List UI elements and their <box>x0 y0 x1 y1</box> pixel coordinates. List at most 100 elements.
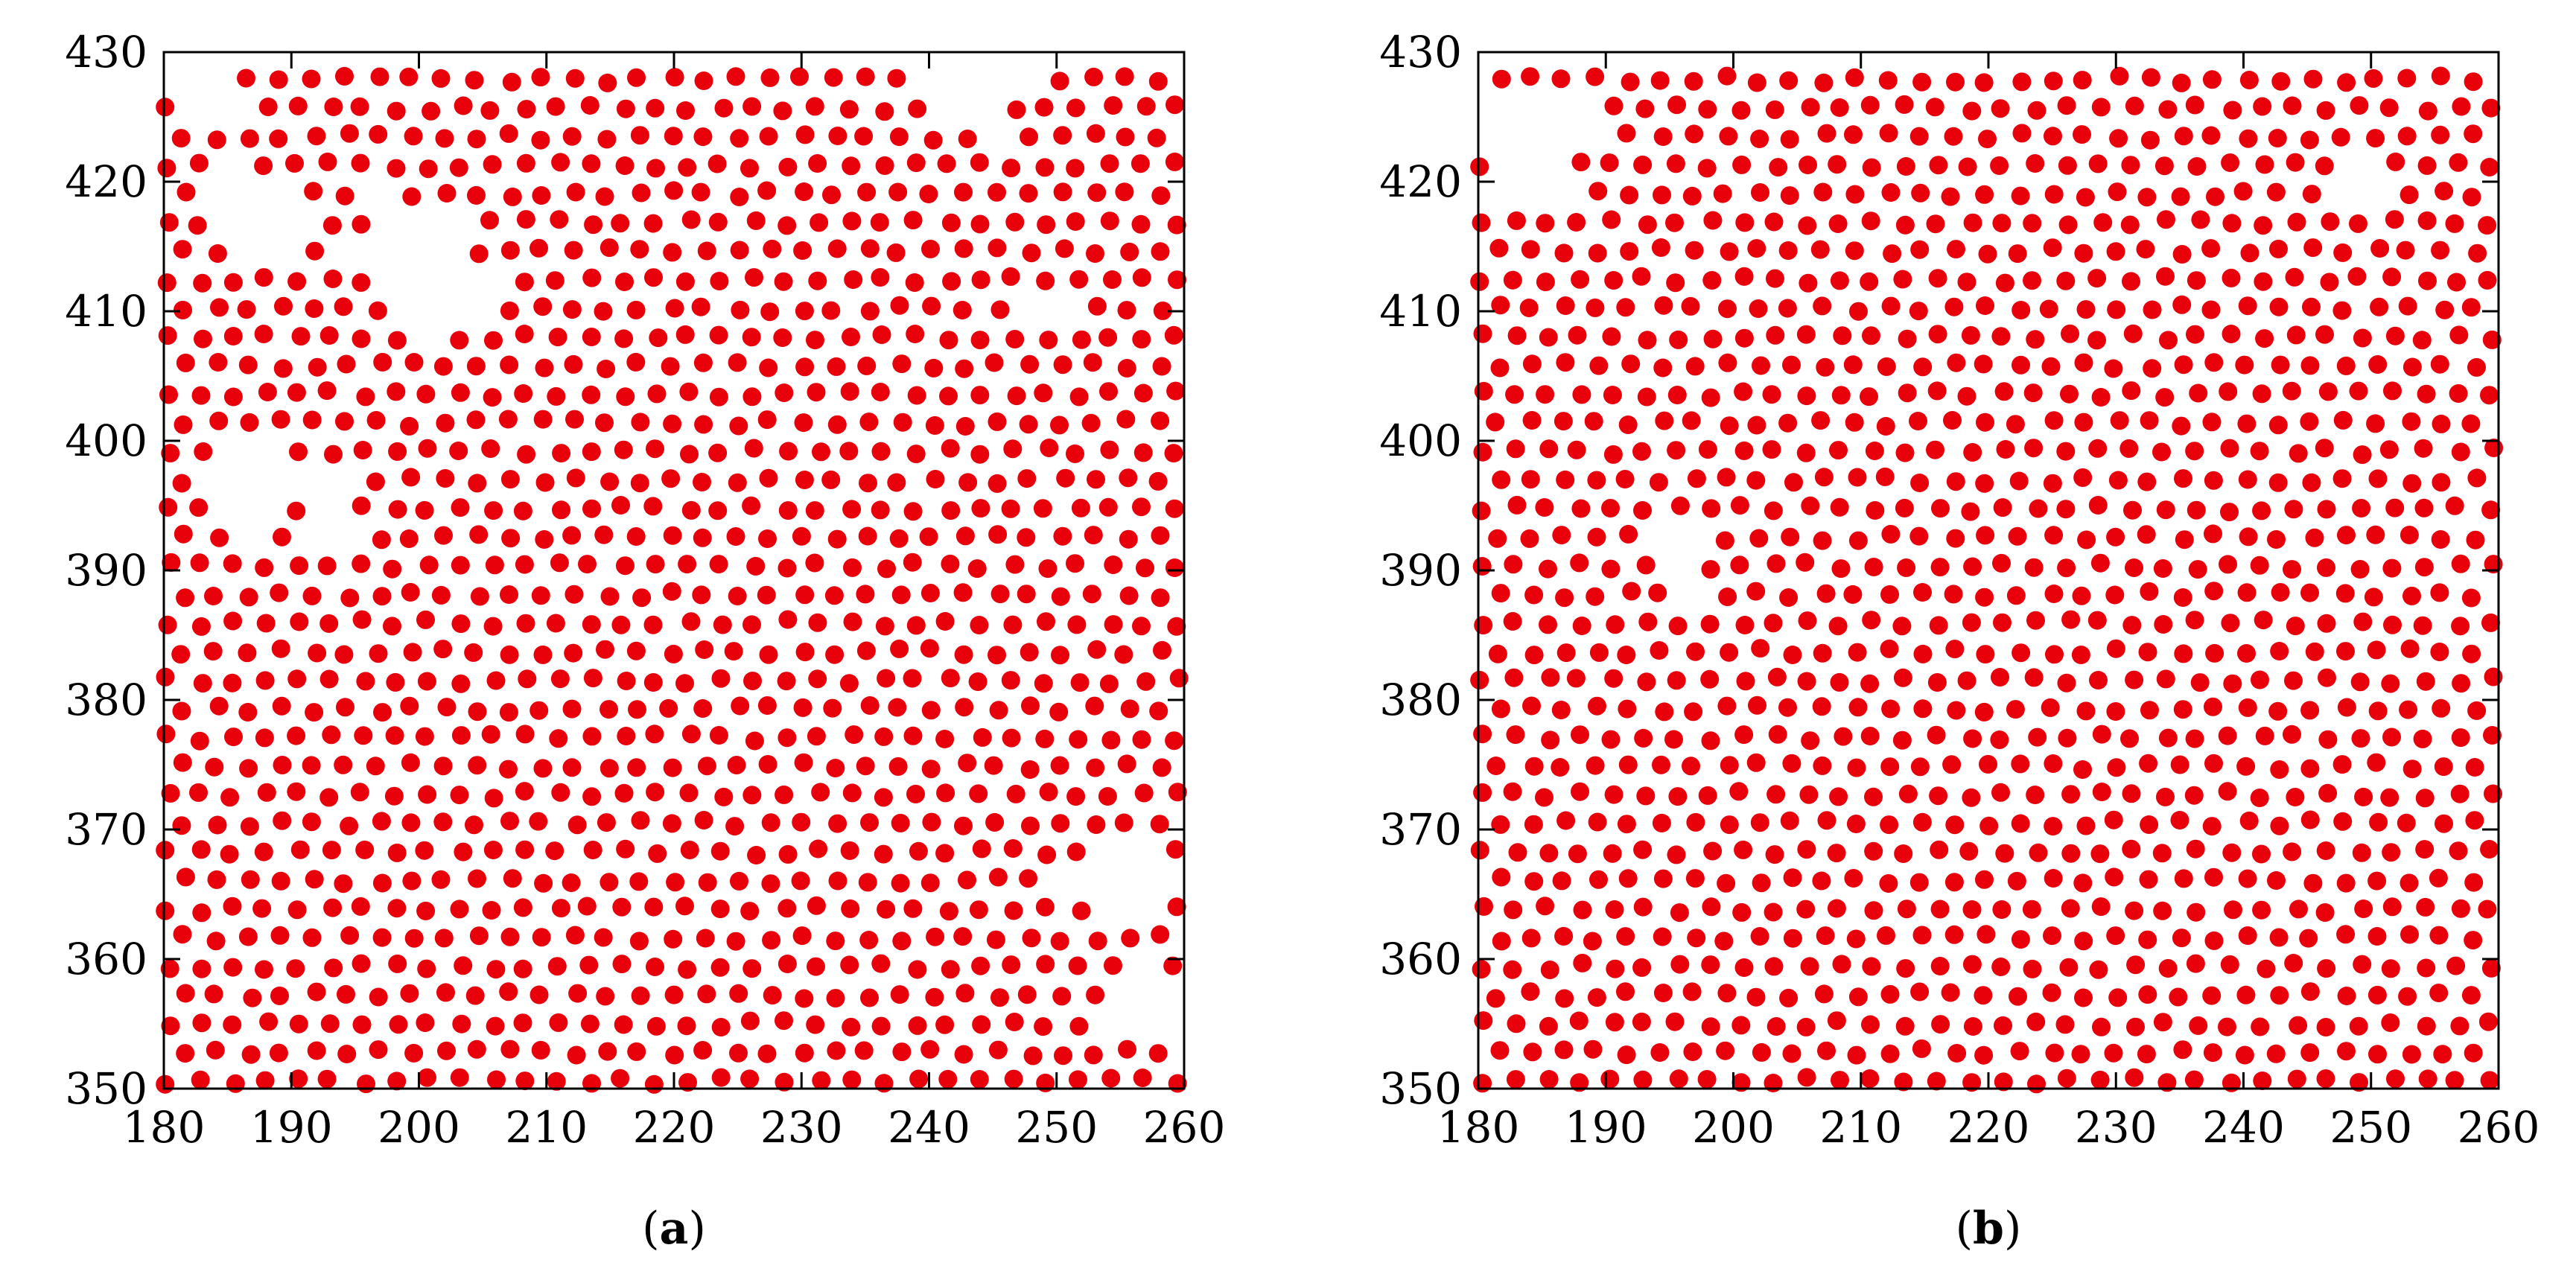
data-point <box>2008 244 2027 264</box>
data-point <box>773 101 792 121</box>
data-point <box>617 672 636 690</box>
data-point <box>709 325 728 345</box>
data-point <box>1019 415 1038 434</box>
data-point <box>2337 1042 2356 1061</box>
data-point <box>2299 929 2318 948</box>
data-point <box>2451 617 2470 636</box>
data-point <box>269 129 288 148</box>
data-point <box>1720 756 1739 775</box>
data-point <box>824 586 844 605</box>
data-point <box>1165 840 1185 859</box>
data-point <box>1165 731 1184 751</box>
data-point <box>2125 1068 2144 1087</box>
data-point <box>2125 670 2144 690</box>
data-point <box>240 817 259 836</box>
data-point <box>1833 326 1852 345</box>
data-point <box>740 159 759 178</box>
data-point <box>1470 157 1489 176</box>
data-point <box>223 1015 242 1034</box>
data-point <box>921 701 941 720</box>
data-point <box>2237 583 2257 602</box>
data-point <box>710 272 729 290</box>
data-point <box>1909 127 1929 146</box>
data-point <box>582 328 601 346</box>
data-point <box>2092 725 2111 744</box>
data-point <box>972 1015 991 1034</box>
data-point <box>2286 153 2305 172</box>
data-point <box>1066 444 1084 463</box>
data-point <box>1570 553 1589 573</box>
data-point <box>373 352 392 372</box>
data-point <box>759 468 778 488</box>
data-point <box>1847 1045 1866 1065</box>
data-point <box>551 783 570 802</box>
data-point <box>357 1074 375 1094</box>
data-point <box>2077 530 2096 550</box>
data-point <box>1539 1016 1558 1036</box>
data-point <box>616 99 635 118</box>
data-point <box>1975 474 1994 493</box>
data-point <box>2090 1070 2110 1089</box>
data-point <box>1667 845 1686 864</box>
data-point <box>1666 154 1685 173</box>
data-point <box>1555 588 1574 608</box>
data-point <box>1957 273 1976 292</box>
data-point <box>1017 469 1037 488</box>
data-point <box>290 612 309 631</box>
data-point <box>1847 758 1866 777</box>
data-point <box>1524 815 1543 834</box>
data-point <box>1165 499 1184 518</box>
data-point <box>1686 642 1705 661</box>
data-point <box>792 812 811 832</box>
data-point <box>1084 526 1103 545</box>
data-point <box>1491 296 1510 315</box>
data-point <box>1881 699 1901 719</box>
data-point <box>1117 754 1136 774</box>
data-point <box>1601 499 1620 518</box>
data-point <box>630 474 649 493</box>
data-point <box>159 497 178 517</box>
data-point <box>305 299 324 318</box>
data-point <box>437 698 457 717</box>
data-point <box>746 556 766 576</box>
data-point <box>1720 815 1739 835</box>
data-point <box>805 501 824 520</box>
data-point <box>1993 613 2011 632</box>
data-point <box>795 585 815 605</box>
data-point <box>842 1070 862 1089</box>
data-point <box>550 669 570 689</box>
data-point <box>337 354 356 374</box>
data-point <box>856 641 876 660</box>
data-point <box>1961 325 1980 345</box>
data-point <box>2464 72 2483 92</box>
data-point <box>2300 356 2320 375</box>
data-point <box>2156 787 2175 806</box>
data-point <box>890 296 909 315</box>
data-point <box>1632 1012 1651 1031</box>
data-point <box>678 1073 697 1092</box>
data-point <box>2090 844 2110 864</box>
data-point <box>2414 439 2433 458</box>
data-point <box>1928 325 1947 344</box>
data-point <box>399 67 419 86</box>
data-point <box>1099 674 1119 693</box>
data-point <box>372 928 392 947</box>
data-point <box>1648 583 1667 602</box>
data-point <box>2039 299 2058 319</box>
data-point <box>514 384 533 403</box>
data-point <box>626 641 646 660</box>
data-point <box>729 984 748 1003</box>
data-point <box>2449 153 2468 172</box>
data-point <box>1929 786 1948 806</box>
data-point <box>675 272 695 291</box>
data-point <box>2315 439 2334 458</box>
data-point <box>920 639 939 658</box>
data-point <box>1130 154 1150 173</box>
data-point <box>2270 760 2289 779</box>
data-point <box>1974 354 1993 374</box>
data-point <box>1151 925 1170 944</box>
data-point <box>2057 1069 2076 1088</box>
data-point <box>2044 754 2063 773</box>
x-tick-label: 250 <box>2329 1102 2412 1153</box>
data-point <box>2468 243 2487 263</box>
